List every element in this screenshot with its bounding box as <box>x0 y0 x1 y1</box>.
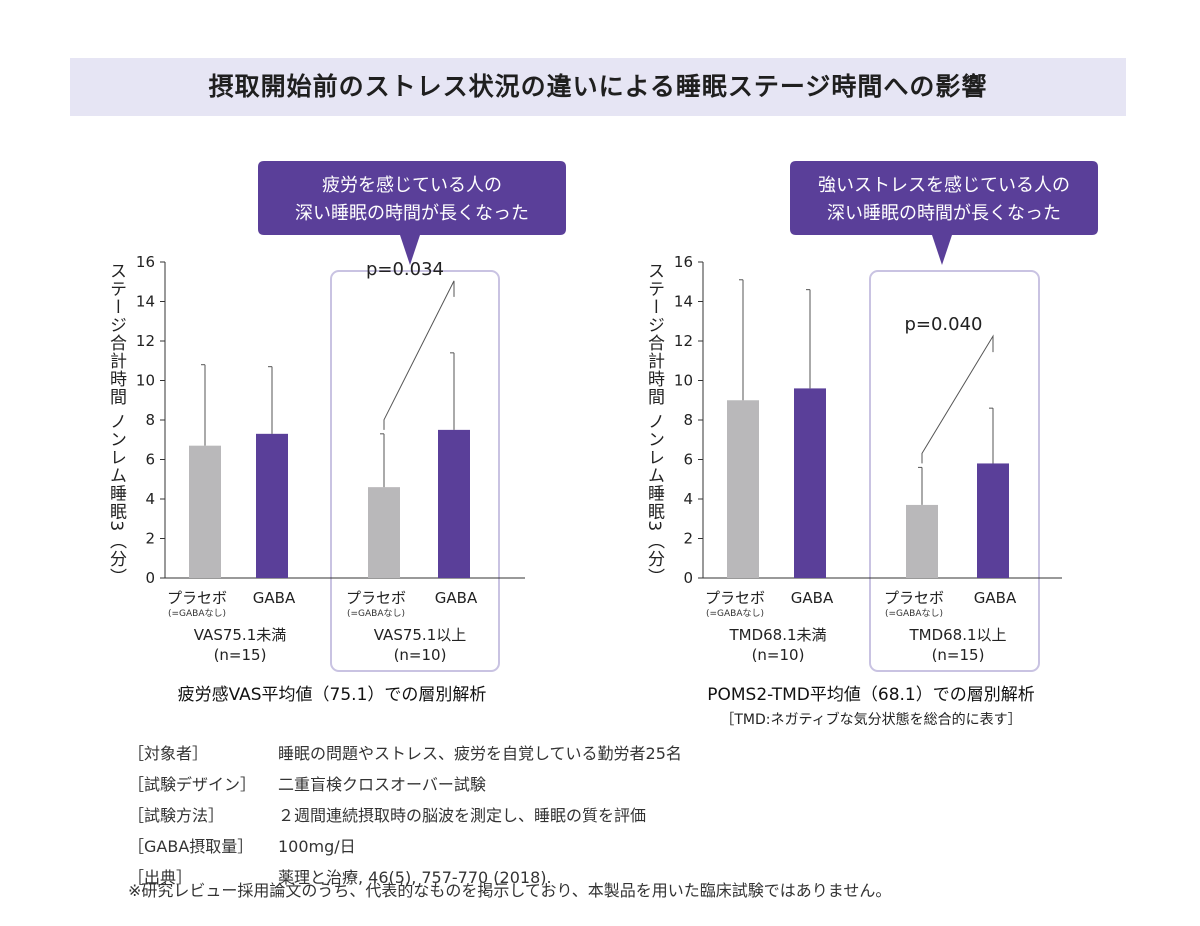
group-n-label: (n=15) <box>214 646 267 664</box>
bar-sublabel: (=GABAなし) <box>168 608 226 619</box>
group-label: VAS75.1未満 <box>194 626 286 644</box>
y-tick-label: 4 <box>683 490 693 508</box>
study-notes: ［対象者］ 睡眠の問題やストレス、疲労を自覚している勤労者25名 ［試験デザイン… <box>128 740 1128 895</box>
note-value: 睡眠の問題やストレス、疲労を自覚している勤労者25名 <box>278 744 682 763</box>
y-tick-label: 8 <box>145 411 155 429</box>
bar-label: GABA <box>974 589 1017 607</box>
bar-label: GABA <box>791 589 834 607</box>
note-label: ［試験方法］ <box>128 806 225 825</box>
bar-sublabel: (=GABAなし) <box>885 608 943 619</box>
note-row-design: ［試験デザイン］ 二重盲検クロスオーバー試験 <box>128 771 1128 802</box>
note-label: ［出典］ <box>128 868 193 887</box>
group-n-label: (n=15) <box>932 646 985 664</box>
note-label: ［GABA摂取量］ <box>128 837 254 856</box>
y-tick-label: 0 <box>683 569 693 587</box>
y-tick-label: 10 <box>674 372 693 390</box>
group-label: TMD68.1以上 <box>908 626 1006 644</box>
bar-placebo <box>906 504 938 578</box>
bar-gaba <box>977 463 1009 578</box>
significance-bracket <box>921 334 994 464</box>
callout-line: 疲労を感じている人の <box>322 175 502 196</box>
bar-placebo <box>368 487 400 578</box>
bar-label: GABA <box>253 589 296 607</box>
callout-bubble <box>790 161 1098 265</box>
group-n-label: (n=10) <box>394 646 447 664</box>
y-tick-label: 8 <box>683 411 693 429</box>
note-label: ［対象者］ <box>128 744 209 763</box>
callout-line: 深い睡眠の時間が長くなった <box>827 203 1061 224</box>
bar-gaba <box>794 388 826 578</box>
bar-gaba <box>256 433 288 578</box>
note-row-subjects: ［対象者］ 睡眠の問題やストレス、疲労を自覚している勤労者25名 <box>128 740 1128 771</box>
group-label: TMD68.1未満 <box>728 626 826 644</box>
group-label: VAS75.1以上 <box>374 626 466 644</box>
y-axis-label: ステージ合計時間 ノンレム睡眠3（分） <box>106 262 127 586</box>
bar-placebo <box>189 445 221 578</box>
y-tick-label: 14 <box>136 293 155 311</box>
y-tick-label: 2 <box>145 530 155 548</box>
highlight-box <box>869 270 1040 672</box>
analysis-title: 疲労感VAS平均値（75.1）での層別解析 <box>178 685 487 705</box>
bar-sublabel: (=GABAなし) <box>706 608 764 619</box>
note-value: 100mg/日 <box>278 837 356 856</box>
note-label: ［試験デザイン］ <box>128 775 257 794</box>
note-row-source: ［出典］ 薬理と治療, 46(5), 757-770 (2018). <box>128 864 1128 895</box>
y-tick-label: 12 <box>674 332 693 350</box>
title-bar: 摂取開始前のストレス状況の違いによる睡眠ステージ時間への影響 <box>70 58 1126 116</box>
y-tick-label: 10 <box>136 372 155 390</box>
y-tick-label: 16 <box>674 253 693 271</box>
note-value: ２週間連続摂取時の脳波を測定し、睡眠の質を評価 <box>278 806 647 825</box>
bar-label: プラセボ <box>167 589 227 607</box>
p-value-label: p=0.034 <box>366 259 444 280</box>
y-tick-label: 16 <box>136 253 155 271</box>
callout-bubble <box>258 161 566 265</box>
callout-line: 強いストレスを感じている人の <box>818 175 1070 196</box>
disclaimer: ※研究レビュー採用論文のうち、代表的なものを掲示しており、本製品を用いた臨床試験… <box>128 881 892 900</box>
y-tick-label: 6 <box>145 451 155 469</box>
bar-placebo <box>727 400 759 578</box>
bar-label: プラセボ <box>346 589 406 607</box>
bar-label: プラセボ <box>705 589 765 607</box>
bar-label: GABA <box>435 589 478 607</box>
bar-sublabel: (=GABAなし) <box>347 608 405 619</box>
note-row-method: ［試験方法］ ２週間連続摂取時の脳波を測定し、睡眠の質を評価 <box>128 802 1128 833</box>
y-tick-label: 0 <box>145 569 155 587</box>
y-tick-label: 4 <box>145 490 155 508</box>
y-tick-label: 6 <box>683 451 693 469</box>
p-value-label: p=0.040 <box>904 314 982 335</box>
note-value: 二重盲検クロスオーバー試験 <box>278 775 486 794</box>
bar-label: プラセボ <box>884 589 944 607</box>
significance-bracket <box>383 280 455 430</box>
bar-gaba <box>438 429 470 578</box>
analysis-note: ［TMD:ネガティブな気分状態を総合的に表す］ <box>720 711 1021 728</box>
page-title: 摂取開始前のストレス状況の違いによる睡眠ステージ時間への影響 <box>208 72 988 101</box>
y-tick-label: 14 <box>674 293 693 311</box>
y-axis-label: ステージ合計時間 ノンレム睡眠3（分） <box>644 262 665 586</box>
note-value: 薬理と治療, 46(5), 757-770 (2018). <box>278 868 552 887</box>
highlight-box <box>330 270 500 672</box>
analysis-title: POMS2-TMD平均値（68.1）での層別解析 <box>707 685 1034 705</box>
y-tick-label: 12 <box>136 332 155 350</box>
y-tick-label: 2 <box>683 530 693 548</box>
callout-line: 深い睡眠の時間が長くなった <box>295 203 529 224</box>
group-n-label: (n=10) <box>752 646 805 664</box>
note-row-dose: ［GABA摂取量］ 100mg/日 <box>128 833 1128 864</box>
